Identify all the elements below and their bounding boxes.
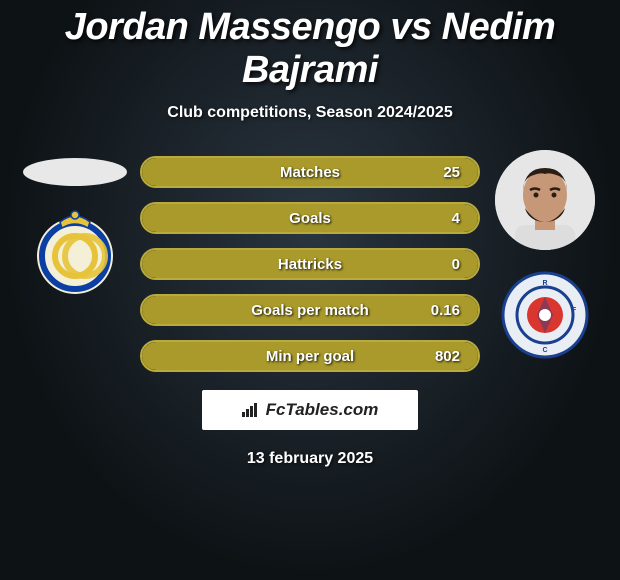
stat-row: Matches25 <box>140 156 480 188</box>
watermark: FcTables.com <box>202 390 418 430</box>
stat-value-p2: 0.16 <box>410 302 460 319</box>
svg-text:F: F <box>572 307 577 314</box>
stat-label: Hattricks <box>210 256 410 273</box>
stat-label: Min per goal <box>210 348 410 365</box>
stat-label: Goals per match <box>210 302 410 319</box>
right-column: R F C <box>490 150 600 360</box>
player1-club-badge <box>30 206 120 296</box>
svg-text:R: R <box>542 280 547 287</box>
watermark-text: FcTables.com <box>266 400 379 420</box>
player1-photo-placeholder <box>23 158 127 186</box>
page-title: Jordan Massengo vs Nedim Bajrami <box>0 0 620 92</box>
stat-row: Hattricks0 <box>140 248 480 280</box>
player1-name: Jordan Massengo <box>65 6 381 48</box>
svg-text:C: C <box>542 347 547 354</box>
card-content: Jordan Massengo vs Nedim Bajrami Club co… <box>0 0 620 580</box>
player2-club-badge: R F C <box>500 270 590 360</box>
stat-value-p2: 0 <box>410 256 460 273</box>
stat-row: Goals4 <box>140 202 480 234</box>
stat-label: Goals <box>210 210 410 227</box>
player2-photo <box>495 150 595 250</box>
main-row: Matches25 Goals4 Hattricks0 Goals per match… <box>0 150 620 372</box>
bar-chart-icon <box>242 403 260 417</box>
stats-panel: Matches25 Goals4 Hattricks0 Goals per match… <box>140 150 480 372</box>
vs-text: vs <box>390 6 431 48</box>
stat-value-p2: 4 <box>410 210 460 227</box>
stat-row: Min per goal802 <box>140 340 480 372</box>
player2-face-icon <box>495 150 595 250</box>
stat-label: Matches <box>210 164 410 181</box>
stat-value-p2: 25 <box>410 164 460 181</box>
stat-row: Goals per match0.16 <box>140 294 480 326</box>
union-sg-crest-icon <box>30 206 120 296</box>
left-column <box>20 150 130 296</box>
rangers-crest-icon: R F C <box>500 270 590 360</box>
date-text: 13 february 2025 <box>0 450 620 468</box>
subtitle: Club competitions, Season 2024/2025 <box>0 104 620 122</box>
stat-value-p2: 802 <box>410 348 460 365</box>
